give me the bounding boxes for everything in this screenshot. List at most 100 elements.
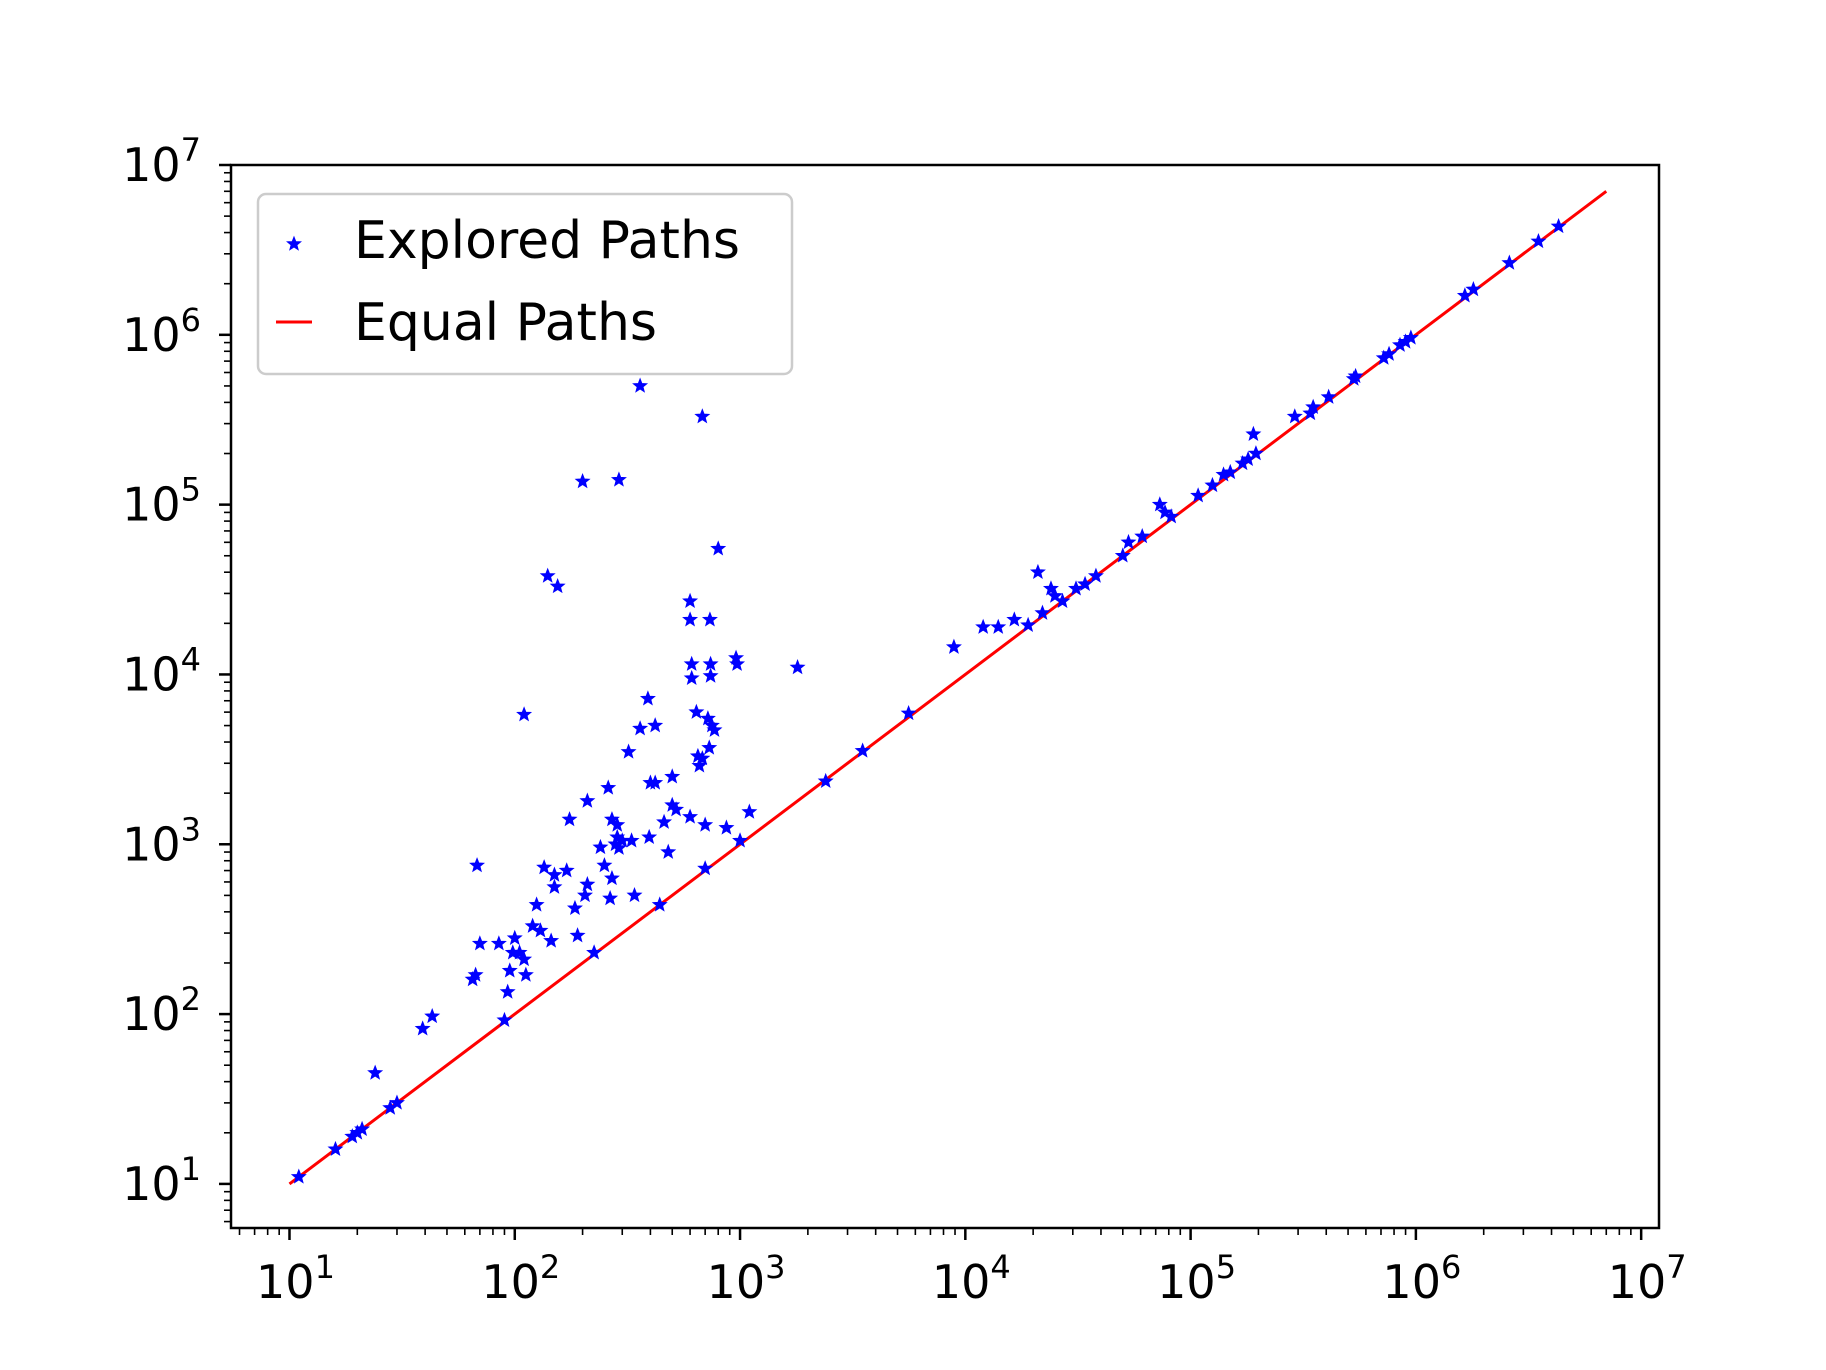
- data-point: [414, 1020, 431, 1036]
- data-point: [327, 1140, 344, 1157]
- data-point: [506, 929, 523, 945]
- data-point: [682, 808, 699, 824]
- data-point: [626, 886, 643, 903]
- data-point: [1305, 398, 1322, 414]
- y-axis: 101 102 103 104 105 106 107: [122, 131, 231, 1223]
- data-point: [561, 811, 578, 827]
- data-point: [1245, 425, 1262, 441]
- data-point: [516, 950, 533, 967]
- y-tick-label: 105: [122, 471, 201, 532]
- data-point: [546, 866, 563, 882]
- data-point: [354, 1120, 371, 1136]
- data-point: [729, 655, 746, 671]
- data-point: [1465, 281, 1482, 297]
- data-point: [516, 706, 533, 722]
- data-point: [1068, 580, 1085, 596]
- x-axis: 101 102 103 104 105 106 107: [238, 1228, 1687, 1309]
- x-tick-label: 106: [1382, 1248, 1461, 1309]
- data-point: [854, 742, 871, 758]
- data-point: [596, 857, 613, 873]
- data-point: [367, 1064, 384, 1080]
- data-point: [471, 935, 488, 951]
- data-point: [683, 669, 700, 686]
- data-point: [1087, 567, 1104, 583]
- data-point: [900, 704, 917, 721]
- data-point: [1204, 476, 1221, 493]
- data-point: [651, 896, 668, 912]
- data-point: [499, 983, 516, 999]
- legend-label-equal-paths: Equal Paths: [354, 293, 657, 353]
- y-tick-label: 107: [122, 131, 201, 192]
- data-point: [699, 710, 716, 726]
- data-point: [469, 857, 486, 873]
- data-point: [610, 471, 627, 487]
- data-point: [1501, 254, 1518, 270]
- data-point: [1530, 232, 1547, 249]
- x-tick-label: 105: [1157, 1248, 1236, 1309]
- data-point: [702, 655, 719, 671]
- data-point: [1120, 533, 1137, 550]
- data-point: [647, 717, 664, 733]
- data-point: [610, 839, 627, 855]
- data-point: [549, 578, 566, 594]
- legend: Explored Paths Equal Paths: [256, 192, 794, 376]
- data-point: [536, 859, 553, 875]
- data-point: [632, 720, 649, 736]
- data-point: [496, 1011, 513, 1028]
- data-point: [817, 772, 834, 789]
- data-point: [647, 774, 664, 790]
- data-point: [1077, 575, 1094, 591]
- y-tick-label: 101: [122, 1150, 201, 1211]
- y-tick-label: 103: [122, 810, 201, 871]
- data-point: [682, 611, 699, 627]
- data-point: [424, 1007, 441, 1024]
- legend-box: [256, 192, 794, 376]
- data-point: [641, 828, 658, 845]
- data-point: [609, 816, 626, 832]
- explored-paths-layer: [290, 217, 1567, 1184]
- data-point: [1006, 611, 1023, 627]
- x-tick-label: 101: [256, 1248, 335, 1309]
- data-point: [697, 816, 714, 832]
- x-tick-label: 103: [707, 1248, 786, 1309]
- data-point: [706, 721, 723, 737]
- data-point: [1247, 445, 1264, 461]
- data-point: [511, 944, 528, 960]
- data-point: [1347, 367, 1364, 384]
- data-point: [789, 659, 806, 675]
- data-point: [1134, 528, 1151, 544]
- data-point: [1114, 547, 1131, 563]
- data-point: [574, 473, 591, 489]
- data-point: [579, 792, 596, 808]
- data-point: [975, 618, 992, 634]
- y-tick-label: 102: [122, 980, 201, 1041]
- data-point: [577, 886, 593, 903]
- data-point: [1020, 616, 1037, 632]
- data-point: [1054, 592, 1071, 608]
- data-point: [639, 690, 656, 706]
- legend-label-explored-paths: Explored Paths: [354, 211, 740, 271]
- data-point: [467, 966, 484, 982]
- data-point: [569, 927, 586, 943]
- data-point: [558, 862, 575, 878]
- data-point: [566, 899, 583, 916]
- legend-star-icon: [286, 235, 302, 251]
- data-point: [528, 896, 545, 912]
- data-point: [600, 779, 617, 795]
- data-point: [683, 655, 700, 671]
- x-tick-label: 104: [932, 1248, 1011, 1309]
- data-point: [688, 703, 705, 719]
- x-tick-label: 107: [1608, 1248, 1687, 1309]
- data-point: [697, 860, 714, 876]
- data-point: [1042, 580, 1059, 596]
- data-point: [1029, 563, 1046, 580]
- data-point: [1286, 408, 1303, 424]
- data-point: [532, 922, 549, 938]
- data-point: [546, 878, 563, 894]
- data-point: [1320, 388, 1337, 404]
- data-point: [539, 567, 556, 583]
- data-point: [579, 876, 596, 892]
- data-point: [990, 618, 1007, 634]
- data-point: [694, 750, 711, 766]
- data-point: [718, 819, 735, 835]
